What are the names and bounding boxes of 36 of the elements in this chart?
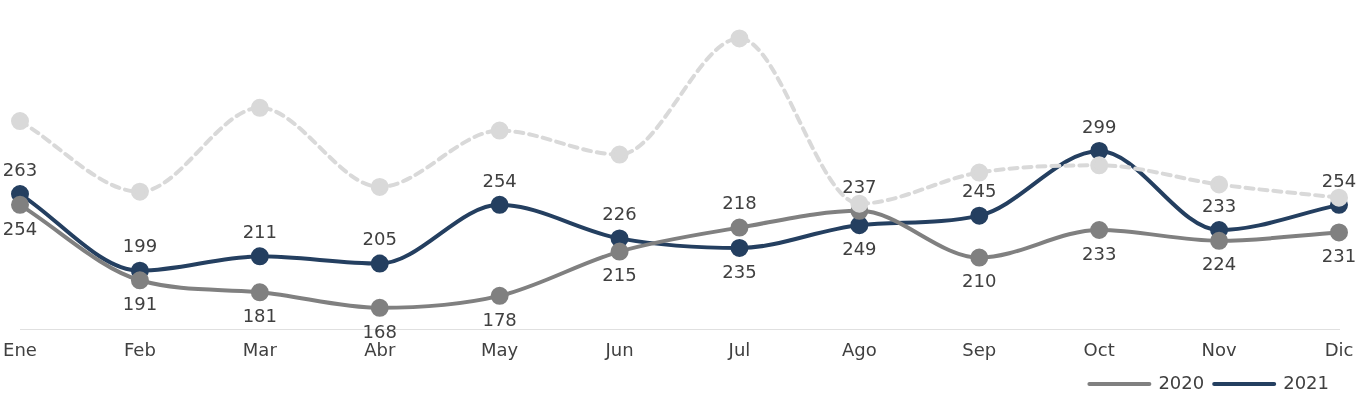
x-tick-label: Ene	[3, 338, 37, 360]
data-label: 235	[722, 260, 757, 282]
data-label: 231	[1321, 245, 1357, 267]
data-label: 205	[362, 228, 397, 250]
data-label: 233	[1201, 194, 1237, 216]
data-label: 245	[962, 180, 997, 202]
data-label: 254	[482, 169, 517, 191]
data-label: 218	[722, 192, 757, 214]
data-label: 226	[602, 203, 637, 225]
x-tick-label: Nov	[1201, 338, 1237, 360]
x-tick-label: Jul	[727, 338, 751, 360]
data-label: 233	[1082, 242, 1117, 264]
legend-label: 2020	[1158, 371, 1205, 393]
data-label: 299	[1082, 115, 1117, 137]
data-label: 263	[2, 158, 38, 180]
legend-label: 2021	[1283, 371, 1329, 393]
x-tick-label: Feb	[123, 338, 156, 360]
data-label: 237	[842, 175, 877, 197]
x-tick-label: Dic	[1324, 338, 1354, 360]
data-label: 178	[482, 308, 517, 330]
data-label: 224	[1201, 253, 1237, 275]
x-tick-label: Jun	[604, 338, 634, 360]
x-tick-label: Ago	[841, 338, 877, 360]
x-tick-label: Sep	[962, 338, 997, 360]
data-label: 210	[962, 270, 997, 292]
data-label: 249	[842, 237, 877, 259]
data-label: 199	[122, 235, 158, 257]
data-label: 215	[602, 264, 637, 286]
data-label: 211	[242, 221, 277, 243]
x-tick-label: May	[481, 338, 519, 360]
data-label: 254	[1321, 169, 1357, 191]
x-tick-label: Mar	[242, 338, 278, 360]
data-label: 254	[2, 217, 38, 239]
x-tick-label: Oct	[1083, 338, 1115, 360]
data-label: 191	[122, 292, 158, 314]
data-label: 181	[242, 304, 277, 326]
